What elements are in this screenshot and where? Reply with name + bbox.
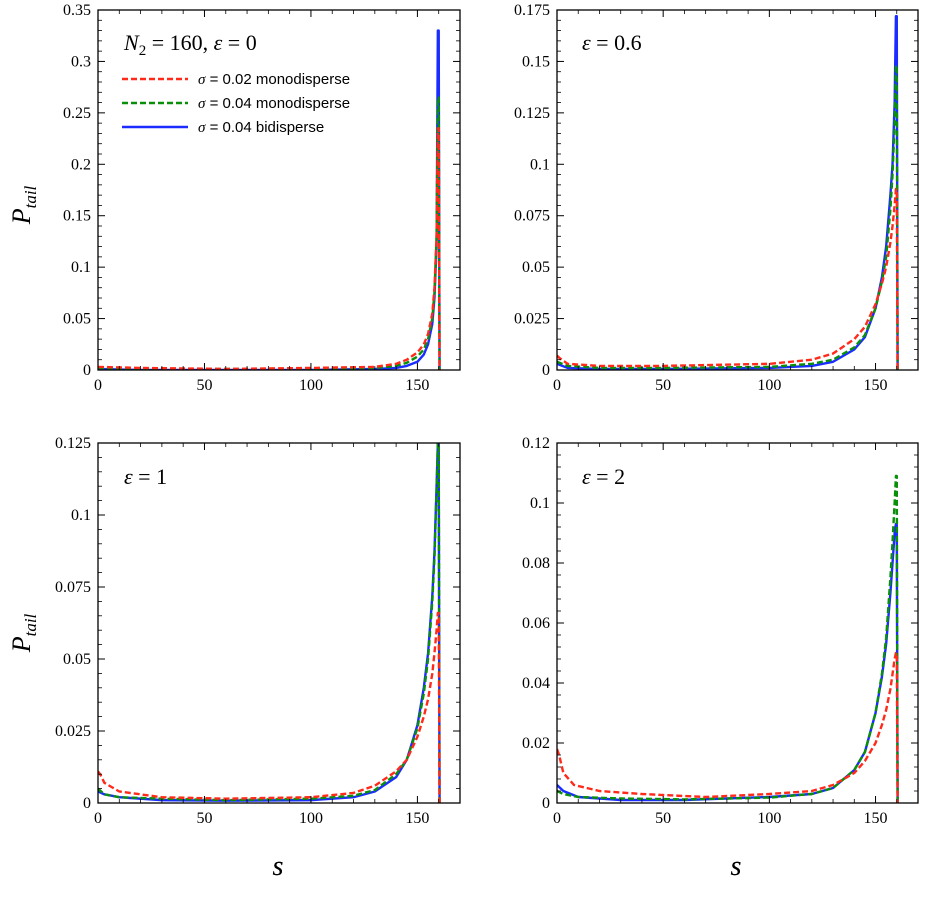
series-line-green [557,474,899,803]
plot-frame [556,9,919,371]
y-tick-label: 0 [83,795,91,812]
y-tick-label: 0.05 [63,651,91,668]
y-tick-label: 0.06 [522,615,550,632]
legend-entry: σ = 0.02 monodisperse [198,71,350,88]
series-line-green [98,96,441,370]
panel-3: 0 50 100 150 0 0.025 0.05 0.075 0.1 0.125 ε = 1 Pta… [7,435,461,827]
x-tick-label: 100 [299,377,323,394]
series-group [557,474,899,803]
x-tick-label: 50 [655,377,671,394]
panel-annotation: ε = 0.6 [582,30,642,55]
x-tick-label: 150 [405,810,429,827]
x-tick-label: 100 [757,810,781,827]
plot-frame [556,442,919,804]
y-tick-label: 0.1 [530,495,550,512]
panel-1: 0 50 100 150 0 0.05 0.1 0.15 0.2 0.25 0.3 0.35 N2 = … [7,2,461,394]
series-line-blue [557,14,899,370]
y-tick-label: 0.25 [63,105,91,122]
x-axis-label-left: s [273,851,284,882]
x-tick-label: 100 [299,810,323,827]
y-tick-label: 0.04 [522,675,550,692]
x-axis-label-left: s [273,851,284,882]
x-tick-label: 50 [655,810,671,827]
y-tick-label: 0.12 [522,435,550,452]
x-tick-label: 0 [94,810,102,827]
series-line-green [98,443,441,803]
panel-annotation: N2 = 160, ε = 0 [123,30,257,59]
series-group [98,29,441,370]
y-tick-label: 0.05 [63,311,91,328]
series-group [557,14,899,370]
y-tick-label: 0.35 [63,2,91,19]
plot-frame [97,9,461,371]
y-tick-label: 0.02 [522,735,550,752]
legend: σ = 0.02 monodisperse σ = 0.04 monodisper… [122,71,350,136]
y-tick-label: 0.05 [522,259,550,276]
series-line-red [557,651,899,803]
x-tick-label: 0 [553,377,561,394]
x-tick-label: 0 [94,377,102,394]
legend-entry: σ = 0.04 bidisperse [198,119,324,136]
x-tick-label: 150 [864,377,888,394]
y-tick-label: 0.1 [71,507,91,524]
x-axis-label: s [731,851,742,882]
y-tick-label: 0.125 [55,435,91,452]
y-tick-label: 0.125 [514,105,550,122]
y-tick-label: 0.2 [71,156,91,173]
plot-frame [97,442,461,804]
x-tick-label: 50 [196,810,212,827]
series-line-red [98,127,441,370]
x-tick-label: 150 [864,810,888,827]
y-tick-label: 0.1 [530,156,550,173]
panel-annotation: ε = 2 [582,464,625,489]
panel-4: 0 50 100 150 0 0.02 0.04 0.06 0.08 0.1 0.12 ε = 2 s [522,435,919,882]
y-tick-label: 0 [83,362,91,379]
series-line-blue [98,443,441,803]
x-axis-label: s [731,851,742,882]
y-axis-label: Ptail [7,185,40,225]
y-tick-label: 0.15 [63,208,91,225]
y-tick-label: 0.15 [522,53,550,70]
y-tick-label: 0.025 [55,723,91,740]
series-line-red [557,187,899,370]
y-tick-label: 0.1 [71,259,91,276]
panel-annotation: ε = 1 [124,464,167,489]
y-tick-label: 0 [542,795,550,812]
y-tick-label: 0.075 [55,579,91,596]
y-tick-label: 0.175 [514,2,550,19]
y-tick-label: 0.08 [522,555,550,572]
x-tick-label: 150 [405,377,429,394]
x-tick-label: 0 [553,810,561,827]
y-tick-label: 0.3 [71,53,91,70]
panel-2: 0 50 100 150 0 0.025 0.05 0.075 0.1 0.125 0.15 0.17… [514,2,919,882]
y-tick-label: 0 [542,362,550,379]
legend-entry: σ = 0.04 monodisperse [198,95,350,112]
y-tick-label: 0.075 [514,208,550,225]
series-line-red [98,611,441,803]
series-group [98,443,441,803]
x-tick-label: 100 [757,377,781,394]
series-line-blue [557,522,899,803]
series-line-green [557,64,899,370]
x-tick-label: 50 [196,377,212,394]
y-axis-label: Ptail [7,613,40,653]
y-tick-label: 0.025 [514,311,550,328]
